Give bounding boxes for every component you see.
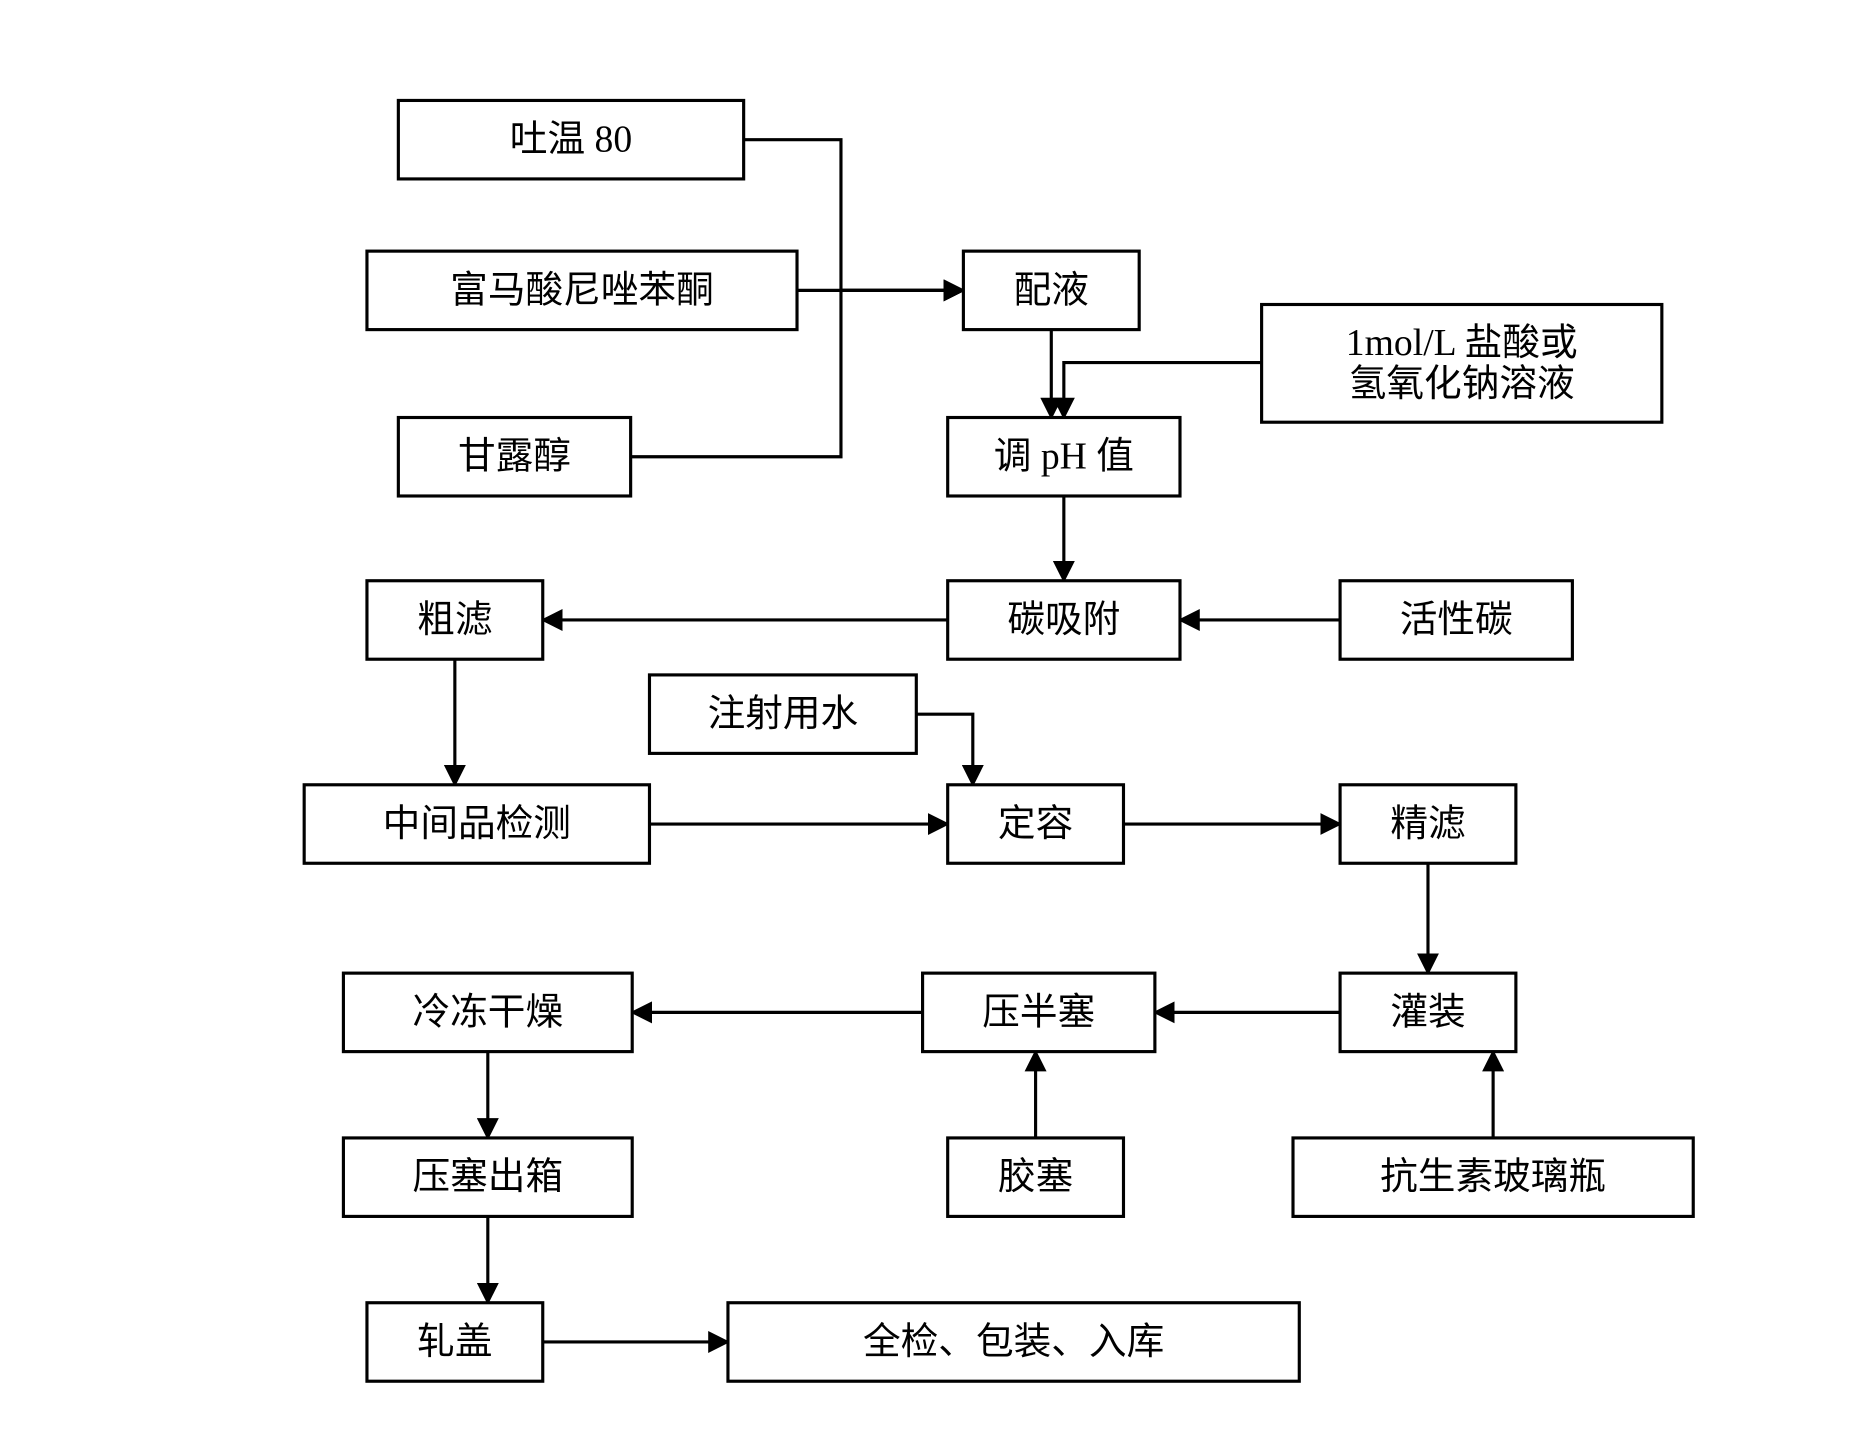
node-activated_c: 活性碳 <box>1340 581 1572 659</box>
node-stopper_out: 压塞出箱 <box>343 1138 632 1216</box>
node-label: 冷冻干燥 <box>412 991 563 1033</box>
node-label: 注射用水 <box>708 693 859 735</box>
node-label: 吐温 80 <box>510 119 632 161</box>
node-hcl_naoh: 1mol/L 盐酸或氢氧化钠溶液 <box>1262 304 1662 422</box>
node-label: 胶塞 <box>998 1156 1073 1198</box>
node-label-line: 氢氧化钠溶液 <box>1349 363 1575 405</box>
node-label: 甘露醇 <box>458 436 571 478</box>
node-filling: 灌装 <box>1340 973 1516 1051</box>
node-label: 富马酸尼唑苯酮 <box>450 269 714 311</box>
node-vial: 抗生素玻璃瓶 <box>1293 1138 1693 1216</box>
node-coarse_filter: 粗滤 <box>367 581 543 659</box>
node-fine_filter: 精滤 <box>1340 785 1516 863</box>
node-label: 轧盖 <box>417 1321 492 1363</box>
node-label: 压半塞 <box>982 991 1095 1033</box>
node-tween80: 吐温 80 <box>398 100 743 178</box>
edge-wfi-to-volume <box>916 714 973 785</box>
node-adjust_ph: 调 pH 值 <box>948 418 1180 496</box>
node-wfi: 注射用水 <box>649 675 916 753</box>
node-label: 粗滤 <box>417 599 492 641</box>
node-volume: 定容 <box>948 785 1124 863</box>
node-label: 压塞出箱 <box>412 1156 563 1198</box>
node-label: 全检、包装、入库 <box>863 1321 1164 1363</box>
node-label: 配液 <box>1014 269 1089 311</box>
node-label: 定容 <box>998 803 1073 845</box>
node-label: 灌装 <box>1390 991 1465 1033</box>
node-label: 调 pH 值 <box>994 436 1134 478</box>
node-mix: 配液 <box>963 251 1139 329</box>
process-flowchart: 吐温 80 富马酸尼唑苯酮甘露醇 配液 1mol/L 盐酸或氢氧化钠溶液调 pH 值碳… <box>0 0 1864 1444</box>
node-label: 活性碳 <box>1400 599 1513 641</box>
node-rubber: 胶塞 <box>948 1138 1124 1216</box>
edge-hcl_naoh-to-adjust_ph <box>1064 363 1262 418</box>
node-label-line: 1mol/L 盐酸或 <box>1346 322 1578 364</box>
node-label: 中间品检测 <box>383 803 571 845</box>
node-label: 碳吸附 <box>1007 599 1120 641</box>
node-fumarate: 富马酸尼唑苯酮 <box>367 251 797 329</box>
node-label: 精滤 <box>1390 803 1465 845</box>
node-ipc: 中间品检测 <box>304 785 649 863</box>
node-carbon_ads: 碳吸附 <box>948 581 1180 659</box>
node-inspect: 全检、包装、入库 <box>728 1303 1299 1381</box>
node-mannitol: 甘露醇 <box>398 418 630 496</box>
node-label: 抗生素玻璃瓶 <box>1380 1156 1606 1198</box>
node-half_stopper: 压半塞 <box>923 973 1155 1051</box>
node-freeze_dry: 冷冻干燥 <box>343 973 632 1051</box>
node-capping: 轧盖 <box>367 1303 543 1381</box>
